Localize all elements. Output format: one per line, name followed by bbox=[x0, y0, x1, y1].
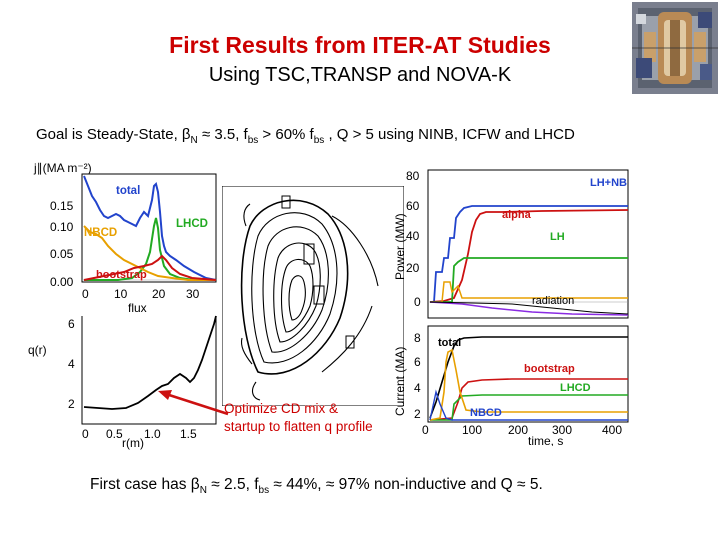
x-tick: 10 bbox=[114, 287, 128, 301]
goal-suffix: , Q > 5 using NINB, ICFW and LHCD bbox=[324, 126, 575, 143]
bootstrap-label: bootstrap bbox=[96, 269, 147, 281]
current-density-plot: j∥(MA m⁻²) 0.15 0.10 0.05 0.00 total LHC… bbox=[33, 161, 217, 314]
lhnb-curve bbox=[430, 205, 628, 303]
lhcd-current-label: LHCD bbox=[560, 382, 591, 394]
y-tick: 20 bbox=[406, 261, 420, 275]
goal-fbs-condition: > 60% f bbox=[258, 126, 314, 143]
fbs-subscript: bs bbox=[258, 485, 270, 497]
y-tick: 6 bbox=[414, 355, 421, 369]
total-current-curve bbox=[429, 336, 628, 419]
q-curve bbox=[83, 315, 217, 410]
result-suffix: ≈ 44%, ≈ 97% non-inductive and Q ≈ 5. bbox=[269, 476, 543, 493]
y-tick: 60 bbox=[406, 199, 420, 213]
bootstrap-current-label: bootstrap bbox=[524, 363, 575, 375]
y-tick: 0.15 bbox=[50, 199, 74, 213]
y-tick: 4 bbox=[414, 381, 421, 395]
equilibrium-flux-plot bbox=[222, 186, 404, 406]
x-tick: 100 bbox=[462, 423, 482, 437]
y-tick: 6 bbox=[68, 317, 75, 331]
ohmic-current-curve bbox=[429, 389, 628, 421]
result-beta-value: ≈ 2.5, f bbox=[206, 476, 259, 493]
callout-text: Optimize CD mix & startup to flatten q p… bbox=[224, 400, 373, 436]
x-tick: 1.0 bbox=[144, 427, 161, 441]
lhcd-curve bbox=[84, 217, 216, 281]
power-ylabel: Power (MW) bbox=[393, 213, 407, 280]
nb-curve bbox=[430, 281, 628, 303]
lhnb-label: LH+NB bbox=[590, 177, 627, 189]
total-curve bbox=[83, 175, 217, 281]
x-tick: 400 bbox=[602, 423, 622, 437]
result-statement: First case has βN ≈ 2.5, fbs ≈ 44%, ≈ 97… bbox=[90, 476, 543, 496]
flux-xlabel: flux bbox=[128, 301, 147, 314]
x-tick: 1.5 bbox=[180, 427, 197, 441]
nbcd-label: NBCD bbox=[84, 227, 117, 239]
beta-symbol: β bbox=[181, 126, 191, 143]
goal-prefix: Goal is Steady-State, bbox=[36, 126, 182, 143]
iter-tokamak-image bbox=[632, 2, 718, 94]
y-tick: 80 bbox=[406, 169, 420, 183]
lh-curve bbox=[430, 257, 628, 303]
y-tick: 40 bbox=[406, 229, 420, 243]
current-plot: Current (MA) 8 6 4 2 total bootstrap LHC… bbox=[393, 325, 629, 446]
x-tick: 20 bbox=[152, 287, 166, 301]
total-current-label: total bbox=[438, 337, 461, 349]
x-tick: 0 bbox=[82, 287, 89, 301]
result-prefix: First case has bbox=[90, 476, 191, 493]
radiation-label: radiation bbox=[532, 295, 574, 307]
x-tick: 0.5 bbox=[106, 427, 123, 441]
fbs-subscript: bs bbox=[247, 135, 259, 146]
beta-subscript: N bbox=[190, 135, 198, 146]
current-ylabel: Current (MA) bbox=[393, 347, 407, 416]
x-tick: 300 bbox=[552, 423, 572, 437]
r-xlabel: r(m) bbox=[122, 436, 144, 450]
x-tick: 0 bbox=[422, 423, 429, 437]
jpar-ylabel: j∥(MA m⁻²) bbox=[33, 161, 92, 175]
q-ylabel: q(r) bbox=[28, 343, 47, 357]
x-tick: 200 bbox=[508, 423, 528, 437]
y-tick: 2 bbox=[68, 397, 75, 411]
time-xlabel: time, s bbox=[528, 434, 563, 446]
y-tick: 0 bbox=[414, 295, 421, 309]
y-tick: 4 bbox=[68, 357, 75, 371]
callout-arrow bbox=[158, 390, 229, 416]
slide-title: First Results from ITER-AT Studies bbox=[169, 32, 551, 58]
x-tick: 0 bbox=[82, 427, 89, 441]
nbcd-curve bbox=[83, 225, 216, 281]
power-plot: Power (MW) 80 60 40 20 0 LH+NB alpha LH … bbox=[393, 169, 629, 319]
callout-line-1: Optimize CD mix & bbox=[224, 401, 339, 416]
alpha-label: alpha bbox=[502, 209, 532, 221]
slide-subtitle: Using TSC,TRANSP and NOVA-K bbox=[208, 64, 512, 86]
goal-beta-value: ≈ 3.5, f bbox=[197, 126, 248, 143]
total-label: total bbox=[116, 185, 140, 197]
fbs-subscript-2: bs bbox=[313, 135, 325, 146]
y-tick: 2 bbox=[414, 407, 421, 421]
nbcd-current-curve bbox=[429, 348, 628, 421]
goal-statement: Goal is Steady-State, βN ≈ 3.5, fbs > 60… bbox=[36, 126, 575, 146]
x-tick: 30 bbox=[186, 287, 200, 301]
beta-symbol: β bbox=[190, 476, 200, 493]
callout-line-2: startup to flatten q profile bbox=[224, 419, 373, 434]
y-tick: 0.10 bbox=[50, 220, 74, 234]
y-tick: 8 bbox=[414, 331, 421, 345]
nbcd-current-label: NBCD bbox=[470, 407, 502, 419]
q-profile-plot: 6 4 2 q(r) 0 0.5 1.0 1.5 bbox=[28, 315, 217, 441]
radiation-curve bbox=[429, 301, 629, 316]
lhcd-label: LHCD bbox=[176, 218, 208, 230]
lh-label: LH bbox=[550, 231, 565, 243]
y-tick: 0.00 bbox=[50, 275, 74, 289]
beta-subscript: N bbox=[199, 485, 207, 497]
y-tick: 0.05 bbox=[50, 247, 74, 261]
bootstrap-curve bbox=[83, 254, 217, 281]
